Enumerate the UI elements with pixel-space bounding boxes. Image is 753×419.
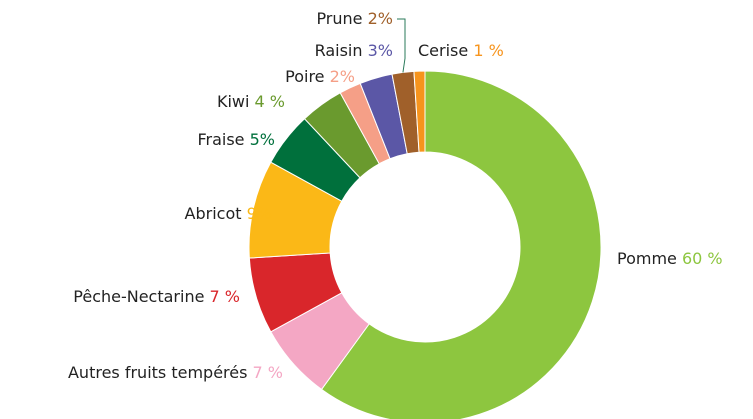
category-name: Kiwi [217, 92, 249, 111]
value-label: 5% [250, 130, 275, 149]
leader-line [397, 18, 406, 73]
slice-label: Kiwi 4 % [217, 92, 285, 111]
value-label: 2% [368, 9, 393, 28]
value-label: 9% [247, 204, 272, 223]
category-name: Cerise [418, 41, 468, 60]
slice [320, 70, 602, 419]
value-label: 7 % [253, 363, 283, 382]
category-name: Pomme [617, 249, 677, 268]
category-name: Abricot [185, 204, 242, 223]
slice [413, 70, 426, 153]
slice-label: Abricot 9% [185, 204, 272, 223]
slice-label: Poire 2% [285, 67, 355, 86]
slice-label: Pomme 60 % [617, 249, 723, 268]
slice-label: Autres fruits tempérés 7 % [68, 363, 283, 382]
value-label: 60 % [682, 249, 723, 268]
value-label: 4 % [255, 92, 285, 111]
category-name: Prune [316, 9, 362, 28]
slice-label: Pêche-Nectarine 7 % [73, 287, 240, 306]
slice-label: Fraise 5% [197, 130, 275, 149]
value-label: 2% [330, 67, 355, 86]
slice-label: Prune 2% [316, 9, 393, 28]
value-label: 1 % [473, 41, 503, 60]
category-name: Raisin [315, 41, 363, 60]
slice-label: Raisin 3% [315, 41, 393, 60]
category-name: Fraise [197, 130, 244, 149]
category-name: Pêche-Nectarine [73, 287, 204, 306]
category-name: Poire [285, 67, 324, 86]
slice-label: Cerise 1 % [418, 41, 504, 60]
value-label: 3% [368, 41, 393, 60]
value-label: 7 % [210, 287, 240, 306]
category-name: Autres fruits tempérés [68, 363, 247, 382]
